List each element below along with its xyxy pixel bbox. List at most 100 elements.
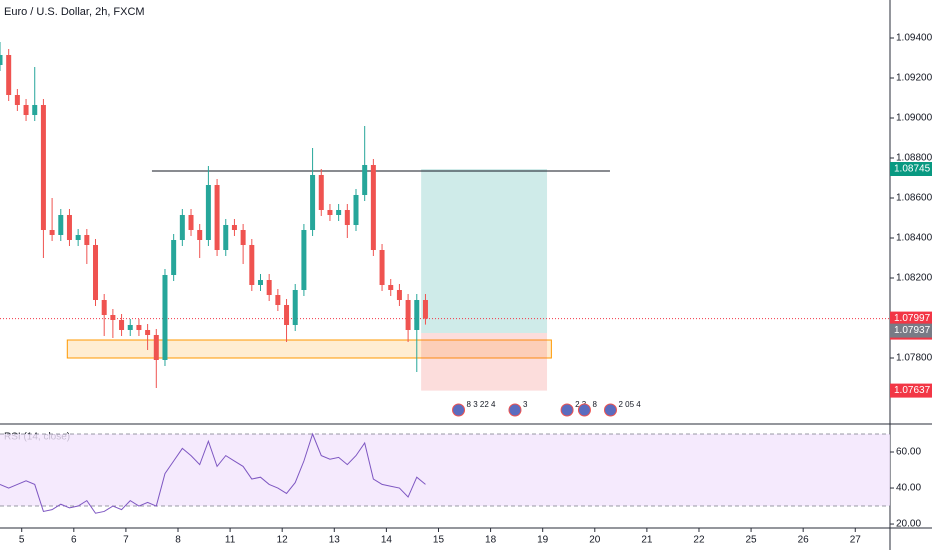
event-icon <box>577 403 591 417</box>
x-tick-label: 18 <box>485 535 497 546</box>
candle-body <box>23 105 29 115</box>
stop-zone <box>421 333 548 391</box>
event-label: 3 <box>523 400 528 409</box>
candle-body <box>75 235 81 240</box>
candle-body <box>257 280 263 285</box>
y-tick-label: 1.09000 <box>896 113 932 124</box>
candle-body <box>0 55 3 65</box>
x-tick-label: 15 <box>433 535 445 546</box>
price-label: 1.08745 <box>894 164 931 175</box>
x-tick-label: 26 <box>798 535 810 546</box>
price-label: 1.07997 <box>894 313 931 324</box>
event-icon <box>452 403 466 417</box>
candle-body <box>240 230 246 245</box>
candle-body <box>336 210 342 215</box>
candle-body <box>292 290 298 325</box>
price-label: 1.07637 <box>894 385 931 396</box>
candle-body <box>353 195 359 225</box>
candle-body <box>14 95 20 105</box>
candle-body <box>205 185 211 240</box>
y-tick-label: 1.08400 <box>896 233 932 244</box>
candle-body <box>84 235 90 245</box>
x-tick-label: 25 <box>746 535 758 546</box>
y-tick-label: 1.08800 <box>896 153 932 164</box>
candle-body <box>153 335 159 360</box>
candle-body <box>179 215 185 240</box>
event-label: 8 <box>592 400 597 409</box>
candle-body <box>188 215 194 230</box>
x-tick-label: 12 <box>277 535 289 546</box>
candle-body <box>362 165 368 195</box>
candle-body <box>145 330 151 335</box>
price-label: 1.07937 <box>894 325 931 336</box>
candle-body <box>136 325 142 330</box>
candle-body <box>422 300 428 319</box>
event-label: 8 3 22 4 <box>467 400 496 409</box>
rsi-y-tick-label: 20.00 <box>896 519 921 530</box>
x-tick-label: 8 <box>175 535 181 546</box>
y-tick-label: 1.08200 <box>896 273 932 284</box>
candle-body <box>327 210 333 215</box>
event-icon <box>603 403 617 417</box>
x-tick-label: 6 <box>71 535 77 546</box>
candle-body <box>379 250 385 285</box>
rsi-y-tick-label: 60.00 <box>896 447 921 458</box>
x-tick-label: 21 <box>641 535 653 546</box>
support-zone <box>66 339 552 359</box>
candle-body <box>127 325 133 330</box>
price-label-box <box>890 383 932 398</box>
candle-body <box>197 230 203 240</box>
candle-body <box>344 210 350 225</box>
x-tick-label: 14 <box>381 535 393 546</box>
chart-title: Euro / U.S. Dollar, 2h, FXCM <box>4 6 145 18</box>
candle-body <box>58 215 64 235</box>
x-tick-label: 11 <box>225 535 236 546</box>
candle-body <box>214 185 220 250</box>
candle-body <box>101 300 107 315</box>
price-label-box <box>890 323 932 338</box>
candle-body <box>275 295 281 305</box>
candle-body <box>171 240 177 275</box>
price-label-box <box>890 311 932 326</box>
event-icon <box>508 403 522 417</box>
candle-body <box>6 55 12 95</box>
candle-body <box>405 300 411 330</box>
x-tick-label: 22 <box>693 535 705 546</box>
candle-body <box>66 215 72 240</box>
candle-body <box>284 305 290 325</box>
candle-body <box>414 300 420 330</box>
candle-body <box>110 315 116 320</box>
y-tick-label: 1.08600 <box>896 193 932 204</box>
x-tick-label: 27 <box>850 535 862 546</box>
candle-body <box>310 175 316 230</box>
candle-body <box>93 245 99 300</box>
candle-body <box>119 320 125 330</box>
y-tick-label: 1.09400 <box>896 33 932 44</box>
x-tick-label: 20 <box>589 535 601 546</box>
x-tick-label: 5 <box>19 535 25 546</box>
candle-body <box>231 225 237 230</box>
candle-body <box>370 165 376 250</box>
rsi-line <box>0 432 426 514</box>
x-tick-label: 13 <box>329 535 341 546</box>
candle-body <box>388 285 394 290</box>
event-label: 2 05 4 <box>618 400 641 409</box>
x-tick-label: 7 <box>123 535 129 546</box>
candle-body <box>301 230 307 290</box>
candle-body <box>266 280 272 295</box>
rsi-y-tick-label: 40.00 <box>896 483 921 494</box>
candle-body <box>223 225 229 250</box>
candle-body <box>32 105 38 115</box>
y-tick-label: 1.09200 <box>896 73 932 84</box>
candle-body <box>318 175 324 210</box>
x-tick-label: 19 <box>537 535 549 546</box>
candle-body <box>396 290 402 300</box>
rsi-band <box>0 434 890 507</box>
candle-body <box>162 275 168 360</box>
target-zone <box>421 169 548 333</box>
y-tick-label: 1.07800 <box>896 353 932 364</box>
candle-body <box>40 105 46 230</box>
price-label-box <box>890 162 932 176</box>
